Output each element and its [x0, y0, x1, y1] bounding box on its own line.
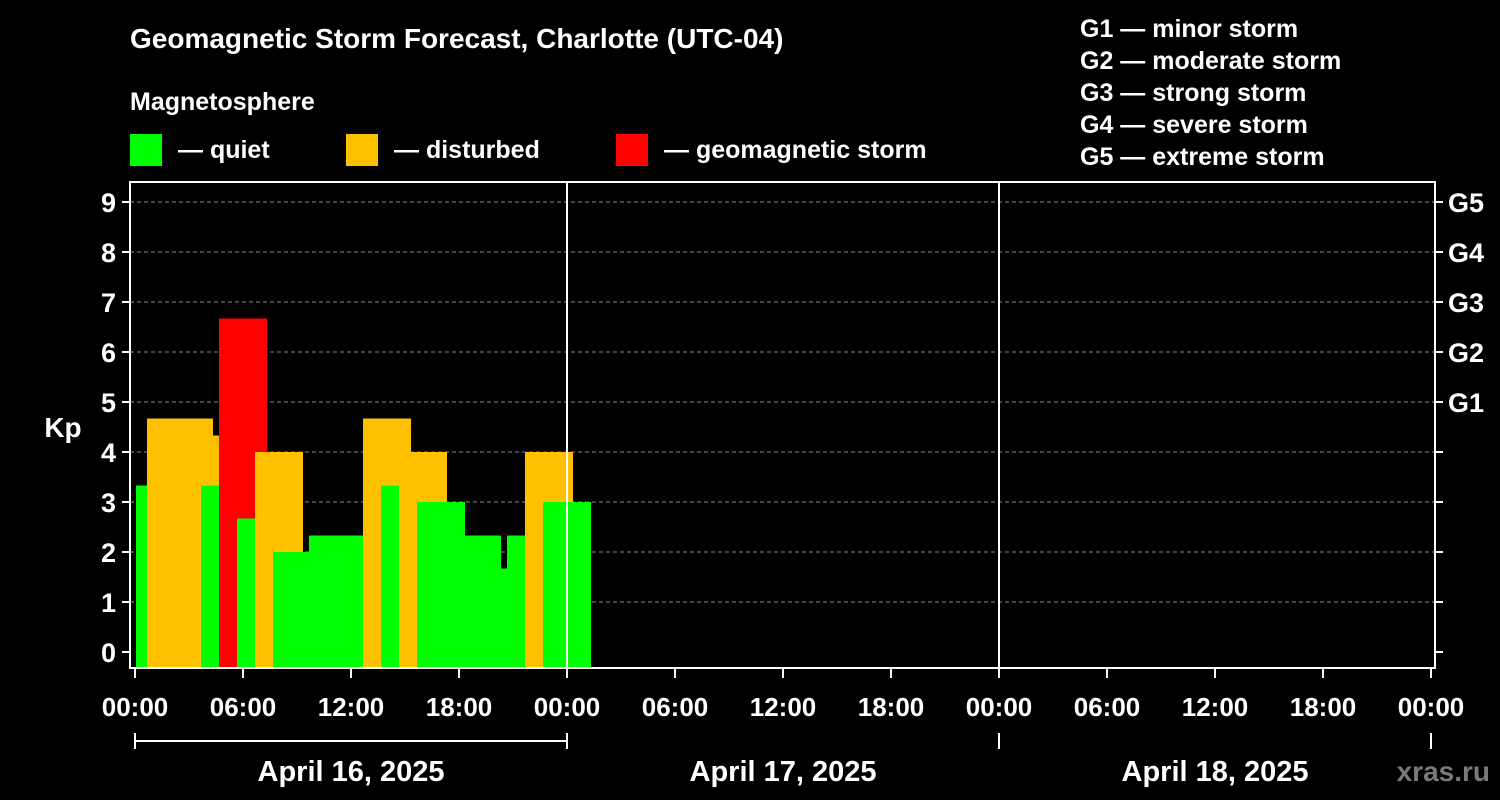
legend-label-quiet: — quiet: [178, 136, 270, 164]
watermark: xras.ru: [1397, 756, 1490, 787]
y-tick-label: 5: [101, 388, 116, 418]
chart-title: Geomagnetic Storm Forecast, Charlotte (U…: [130, 23, 783, 54]
legend-swatch-storm: [616, 134, 648, 166]
y-tick-label: 1: [101, 588, 116, 618]
g-scale-label: G1: [1448, 388, 1484, 418]
tick-labels: 0 1 2 3 4 5 6 7 8 9 G1 G2 G3 G4 G5 00:00 06:00 12:00 18:00…: [101, 188, 1484, 788]
y-tick-label: 7: [101, 288, 116, 318]
y-tick-label: 9: [101, 188, 116, 218]
y-tick-label: 8: [101, 238, 116, 268]
x-tick-label: 00:00: [102, 692, 169, 722]
x-tick-label: 18:00: [1290, 692, 1357, 722]
axes: [122, 181, 1443, 749]
legend-title: Magnetosphere: [130, 88, 315, 116]
storm-scale-g5: G5 — extreme storm: [1080, 143, 1325, 171]
x-tick-label: 00:00: [534, 692, 601, 722]
g-scale-label: G3: [1448, 288, 1484, 318]
storm-scale-g2: G2 — moderate storm: [1080, 47, 1341, 75]
legend-swatch-disturbed: [346, 134, 378, 166]
g-scale-label: G2: [1448, 338, 1484, 368]
y-tick-label: 2: [101, 538, 116, 568]
legend-label-storm: — geomagnetic storm: [664, 136, 927, 164]
day-label: April 17, 2025: [690, 756, 877, 788]
bars: [136, 318, 591, 668]
y-tick-label: 4: [101, 438, 116, 468]
x-tick-label: 00:00: [1398, 692, 1465, 722]
x-tick-label: 18:00: [426, 692, 493, 722]
x-tick-label: 12:00: [318, 692, 385, 722]
storm-scale-g3: G3 — strong storm: [1080, 79, 1306, 107]
x-tick-label: 00:00: [966, 692, 1033, 722]
y-tick-label: 3: [101, 488, 116, 518]
x-tick-label: 12:00: [1182, 692, 1249, 722]
day-label: April 16, 2025: [258, 756, 445, 788]
y-axis-label: Kp: [44, 412, 81, 443]
legend-swatch-quiet: [130, 134, 162, 166]
storm-scale-g1: G1 — minor storm: [1080, 15, 1298, 43]
g-scale-label: G5: [1448, 188, 1484, 218]
storm-scale-g4: G4 — severe storm: [1080, 111, 1308, 139]
y-tick-label: 6: [101, 338, 116, 368]
y-tick-label: 0: [101, 638, 116, 668]
x-tick-label: 06:00: [210, 692, 277, 722]
legend-label-disturbed: — disturbed: [394, 136, 540, 164]
x-tick-label: 12:00: [750, 692, 817, 722]
g-scale-label: G4: [1448, 238, 1484, 268]
x-tick-label: 06:00: [1074, 692, 1141, 722]
x-tick-label: 06:00: [642, 692, 709, 722]
day-label: April 18, 2025: [1122, 756, 1309, 788]
x-tick-label: 18:00: [858, 692, 925, 722]
